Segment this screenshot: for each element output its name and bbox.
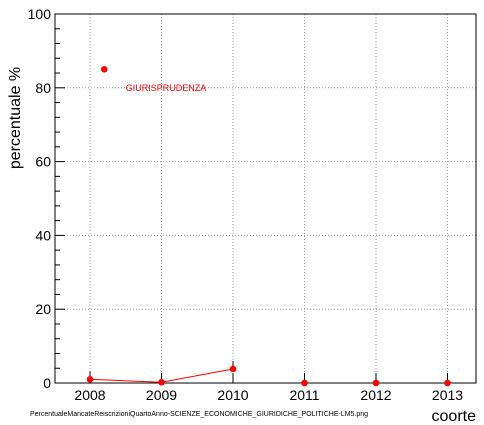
x-tick-label: 2010 xyxy=(217,387,248,403)
series-line-segment xyxy=(89,378,162,383)
series-label: GIURISPRUDENZA xyxy=(126,83,207,93)
x-tick-label: 2013 xyxy=(432,387,463,403)
x-tick-label: 2011 xyxy=(289,387,319,403)
data-point xyxy=(229,365,237,373)
y-tick-label: 20 xyxy=(35,301,51,317)
y-tick-label: 0 xyxy=(43,375,51,391)
data-point xyxy=(86,376,94,383)
data-point xyxy=(301,379,308,387)
data-point-outlier xyxy=(101,66,108,73)
data-point xyxy=(372,379,380,387)
data-point xyxy=(444,379,451,387)
grid-layer xyxy=(55,14,476,383)
footer-filename: PercentualeMancateReiscrizioniQuartoAnno… xyxy=(30,411,368,418)
axis-layer: 0 20 40 60 80 100 2008 2009 2010 2011 2012 2013 xyxy=(28,6,464,403)
y-tick-label: 100 xyxy=(28,6,52,22)
x-tick-label: 2008 xyxy=(74,387,105,403)
y-tick-label: 60 xyxy=(35,154,51,170)
y-axis-label: percentuale % xyxy=(7,67,24,169)
y-tick-label: 80 xyxy=(35,80,51,96)
x-axis-label: coorte xyxy=(432,408,477,425)
series-line-segment xyxy=(161,368,234,383)
x-tick-label: 2009 xyxy=(146,387,177,403)
x-tick-label: 2012 xyxy=(360,387,391,403)
series-layer: GIURISPRUDENZA xyxy=(86,66,451,387)
data-point xyxy=(158,378,165,386)
y-tick-label: 40 xyxy=(35,227,51,243)
plot-frame xyxy=(54,13,477,384)
